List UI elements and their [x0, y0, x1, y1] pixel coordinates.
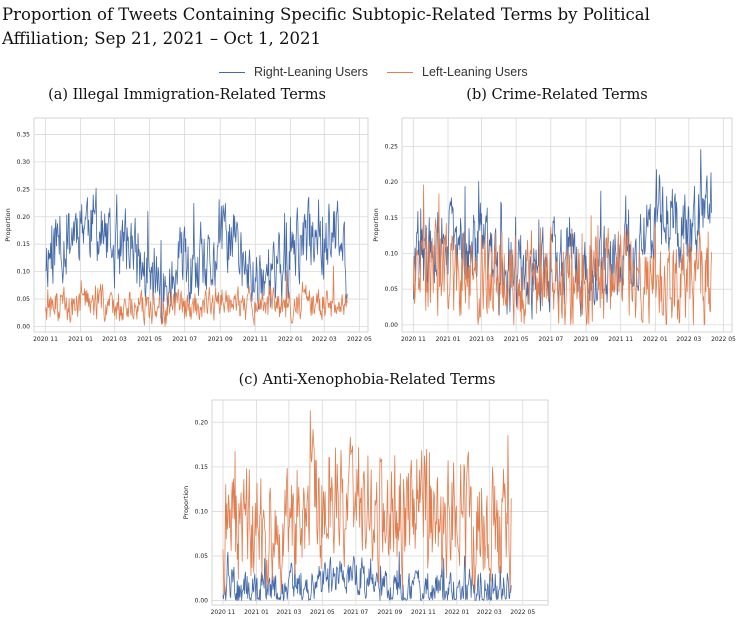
x-tick-label: 2021 09 — [377, 609, 402, 616]
x-tick-label: 2020 11 — [33, 336, 58, 343]
series-line-left — [222, 410, 512, 596]
x-tick-label: 2021 05 — [310, 609, 335, 616]
y-tick-label: 0.15 — [195, 464, 209, 471]
y-tick-label: 0.25 — [17, 186, 31, 193]
y-tick-label: 0.20 — [385, 179, 399, 186]
x-tick-label: 2021 01 — [68, 336, 93, 343]
x-tick-label: 2022 03 — [312, 336, 337, 343]
panel-c-title: (c) Anti-Xenophobia-Related Terms — [238, 372, 496, 388]
y-tick-label: 0.10 — [17, 269, 31, 276]
x-tick-label: 2022 03 — [477, 609, 502, 616]
x-tick-label: 2022 05 — [711, 336, 736, 343]
chart-c: 0.00 0.05 0.10 0.15 0.20 2020 11 2021 01 2021 0… — [182, 399, 549, 616]
series-line-right — [45, 187, 348, 325]
x-tick-label: 2021 11 — [411, 609, 436, 616]
y-tick-label: 0.10 — [195, 508, 209, 515]
x-tick-label: 2021 05 — [137, 336, 162, 343]
y-tick-label: 0.05 — [17, 296, 31, 303]
x-tick-label: 2022 03 — [676, 336, 701, 343]
x-tick-label: 2021 03 — [102, 336, 127, 343]
x-tick-label: 2021 09 — [208, 336, 233, 343]
x-tick-label: 2021 03 — [276, 609, 301, 616]
x-tick-label: 2022 01 — [444, 609, 469, 616]
y-tick-label: 0.30 — [17, 159, 31, 166]
y-tick-label: 0.20 — [17, 214, 31, 221]
series-line-right — [222, 551, 512, 601]
x-tick-label: 2022 01 — [643, 336, 668, 343]
chart-b: 0.00 0.05 0.10 0.15 0.20 0.25 2020 11 2021 01 20… — [372, 117, 736, 343]
y-tick-label: 0.05 — [385, 286, 399, 293]
legend-item-right: Right-Leaning Users — [219, 63, 368, 81]
x-tick-label: 2021 03 — [469, 336, 494, 343]
x-tick-label: 2021 07 — [343, 609, 368, 616]
x-tick-label: 2021 07 — [538, 336, 563, 343]
legend-label-right: Right-Leaning Users — [254, 65, 368, 79]
series-line-left — [45, 265, 348, 327]
legend-item-left: Left-Leaning Users — [387, 63, 528, 81]
y-axis-label: Proportion — [4, 208, 12, 242]
plot-area — [211, 399, 549, 606]
y-tick-label: 0.15 — [17, 241, 31, 248]
y-tick-label: 0.25 — [385, 144, 399, 151]
x-tick-label: 2021 11 — [243, 336, 268, 343]
x-tick-label: 2020 11 — [211, 609, 236, 616]
panel-b-title: (b) Crime-Related Terms — [466, 87, 648, 103]
panel-a-title: (a) Illegal Immigration-Related Terms — [48, 87, 326, 103]
legend-line-right — [219, 71, 245, 73]
x-tick-label: 2022 05 — [347, 336, 372, 343]
legend-label-left: Left-Leaning Users — [422, 65, 528, 79]
x-tick-label: 2021 01 — [436, 336, 461, 343]
y-tick-label: 0.00 — [17, 324, 31, 331]
chart-a: 0.00 0.05 0.10 0.15 0.20 0.25 0.30 0.35 2020 11 2… — [4, 117, 372, 343]
x-tick-label: 2021 01 — [244, 609, 269, 616]
x-tick-label: 2021 09 — [574, 336, 599, 343]
y-tick-label: 0.10 — [385, 251, 399, 258]
y-tick-label: 0.35 — [17, 131, 31, 138]
y-axis-label: Proportion — [372, 208, 380, 242]
x-tick-label: 2022 01 — [278, 336, 303, 343]
x-tick-label: 2020 11 — [401, 336, 426, 343]
y-tick-label: 0.05 — [195, 553, 209, 560]
x-tick-label: 2021 07 — [172, 336, 197, 343]
x-tick-label: 2021 11 — [608, 336, 633, 343]
legend-line-left — [387, 71, 413, 73]
figure-title: Proportion of Tweets Containing Specific… — [2, 5, 650, 48]
y-tick-label: 0.20 — [195, 419, 209, 426]
series-line-left — [412, 184, 712, 326]
y-tick-label: 0.00 — [195, 598, 209, 605]
y-tick-label: 0.00 — [385, 322, 399, 329]
x-tick-label: 2022 05 — [510, 609, 535, 616]
y-tick-label: 0.15 — [385, 215, 399, 222]
x-tick-label: 2021 05 — [504, 336, 529, 343]
y-axis-label: Proportion — [182, 486, 190, 520]
legend: Right-Leaning Users Left-Leaning Users — [0, 63, 739, 81]
